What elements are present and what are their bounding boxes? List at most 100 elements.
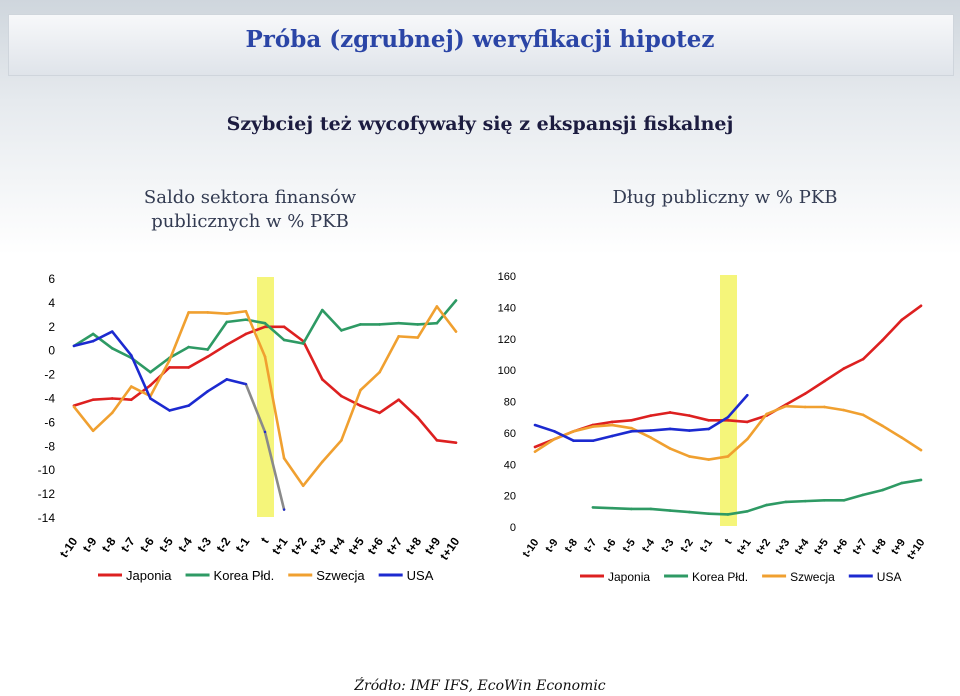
debt-xtick-label: t+2 [754, 537, 773, 557]
balance-usa-segment [187, 390, 209, 407]
debt-japonia-segment [823, 367, 846, 383]
balance-japonia-segment [225, 332, 248, 347]
debt-szwecja-point [823, 405, 826, 409]
debt-japonia-point [726, 419, 730, 422]
debt-legend-label-usa: USA [877, 570, 902, 584]
debt-szwecja-segment [861, 413, 884, 428]
balance-japonia-segment [72, 398, 95, 407]
debt-usa-segment [553, 430, 575, 443]
debt-szwecja-point [668, 447, 672, 450]
debt-korea-pld-segment [610, 506, 633, 511]
debt-szwecja-point [572, 430, 575, 433]
balance-korea-pld-point [263, 322, 267, 325]
balance-szwecja-segment [301, 460, 324, 488]
debt-usa-point [572, 439, 575, 442]
debt-xtick-label: t+7 [850, 537, 869, 557]
debt-szwecja-point [649, 436, 652, 439]
debt-xtick-label: t-1 [698, 537, 716, 555]
balance-ytick-label: -6 [44, 415, 55, 429]
balance-korea-pld-point [149, 371, 152, 374]
balance-szwecja-point [111, 411, 114, 415]
balance-korea-pld-segment [225, 318, 248, 324]
balance-japonia-point [244, 332, 248, 336]
balance-korea-pld-segment [378, 321, 401, 326]
debt-szwecja-point [804, 405, 807, 409]
balance-xtick-label: t-2 [213, 534, 233, 554]
debt-szwecja-segment [591, 423, 614, 428]
debt-japonia-segment [900, 304, 923, 322]
balance-japonia-point [416, 416, 419, 419]
title-bar [8, 14, 954, 76]
balance-highlight-bar [257, 277, 274, 517]
balance-usa-point [206, 390, 209, 393]
debt-szwecja-point [746, 437, 749, 441]
debt-szwecja-point [900, 436, 903, 439]
balance-ytick-label: -12 [38, 487, 56, 501]
debt-korea-pld-point [881, 488, 884, 492]
balance-xtick-label: t+8 [403, 534, 425, 557]
debt-szwecja-point [842, 408, 845, 412]
balance-szwecja-point [321, 460, 324, 464]
debt-usa-segment [591, 434, 614, 443]
debt-korea-pld-point [707, 512, 710, 515]
balance-szwecja-point [397, 335, 400, 338]
slide-subtitle: Szybciej też wycofywały się z ekspansji … [226, 113, 734, 135]
balance-korea-pld-segment [301, 308, 324, 345]
balance-japonia-segment [416, 416, 439, 442]
debt-szwecja-segment [630, 426, 653, 439]
debt-szwecja-point [919, 448, 923, 452]
debt-ytick-label: 60 [504, 428, 516, 440]
balance-szwecja-point [72, 405, 76, 409]
debt-szwecja-point [726, 455, 730, 458]
balance-korea-pld-point [225, 320, 228, 324]
balance-ytick-label: -4 [44, 392, 55, 406]
balance-japonia-segment [91, 397, 114, 401]
balance-szwecja-segment [282, 456, 305, 488]
balance-japonia-point [263, 325, 267, 328]
balance-korea-pld-segment [110, 347, 133, 360]
debt-szwecja-segment [784, 404, 807, 409]
balance-ytick-label: 2 [48, 320, 55, 334]
balance-usa-segment [130, 354, 152, 400]
debt-legend-label-korea-pld: Korea Płd. [692, 570, 748, 584]
balance-szwecja-point [416, 336, 419, 339]
balance-xtick-label: t+5 [345, 534, 367, 557]
balance-legend-label-szwecja: Szwecja [316, 568, 365, 583]
balance-xtick-label: t-7 [118, 534, 138, 554]
balance-usa-point [149, 397, 152, 400]
debt-japonia-segment [803, 379, 826, 395]
balance-usa-point [72, 344, 76, 348]
balance-usa-segment [206, 378, 229, 393]
debt-japonia-point [611, 420, 614, 424]
balance-xtick-label: t-10 [57, 534, 81, 560]
balance-korea-pld-segment [168, 345, 190, 360]
balance-szwecja-point [435, 305, 439, 308]
balance-xtick-label: t+10 [437, 534, 463, 562]
balance-japonia-segment [340, 394, 362, 407]
balance-usa-point [187, 404, 190, 407]
debt-xtick-label: t+6 [831, 537, 850, 557]
debt-xtick-label: t+10 [905, 537, 928, 562]
balance-japonia-point [187, 366, 190, 369]
debt-korea-pld-point [765, 503, 768, 507]
debt-xtick-label: t-10 [520, 537, 541, 560]
debt-szwecja-segment [533, 437, 556, 453]
debt-legend-label-szwecja: Szwecja [790, 570, 835, 584]
debt-legend-label-japonia: Japonia [608, 570, 650, 584]
debt-japonia-point [630, 419, 633, 422]
debt-szwecja-segment [881, 424, 904, 439]
debt-usa-point [611, 434, 614, 438]
debt-szwecja-point [707, 458, 710, 461]
balance-szwecja-point [282, 457, 286, 460]
debt-korea-pld-point [630, 507, 633, 511]
balance-korea-pld-point [282, 338, 286, 342]
balance-japonia-segment [378, 398, 401, 415]
balance-xtick-label: t-4 [175, 534, 195, 554]
debt-szwecja-point [611, 423, 614, 427]
balance-korea-pld-point [91, 332, 95, 336]
debt-szwecja-segment [707, 455, 730, 461]
balance-japonia-segment [187, 355, 209, 369]
debt-xtick-label: t-6 [601, 537, 619, 555]
chart-heading-debt: Dług publiczny w % PKB [612, 187, 838, 208]
balance-szwecja-segment [244, 309, 267, 358]
